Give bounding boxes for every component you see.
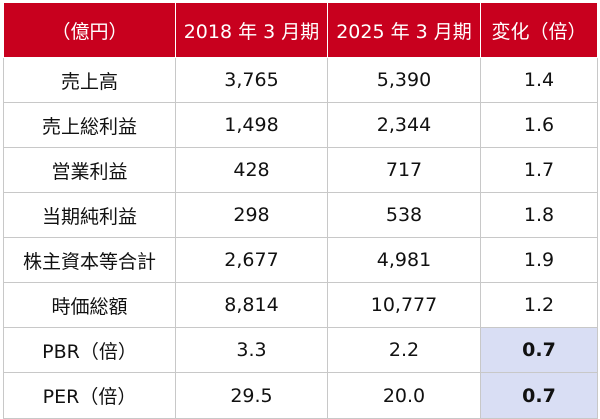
value-2018: 3,765 [175, 57, 328, 103]
value-2025: 538 [327, 192, 481, 238]
value-2018: 428 [175, 147, 328, 193]
value-2018: 3.3 [175, 327, 328, 373]
value-2018: 1,498 [175, 102, 328, 148]
header-fy2018: 2018 年 3 月期 [175, 2, 328, 58]
value-2025: 5,390 [327, 57, 481, 103]
value-2018: 29.5 [175, 372, 328, 419]
header-change: 変化（倍） [480, 2, 598, 58]
table-row: PER（倍） 29.5 20.0 0.7 [3, 372, 598, 419]
table-row: 売上総利益 1,498 2,344 1.6 [3, 102, 598, 148]
row-label: 営業利益 [3, 147, 176, 193]
value-2025: 4,981 [327, 237, 481, 283]
value-change: 1.2 [480, 282, 598, 328]
value-change-highlighted: 0.7 [480, 327, 598, 373]
value-2025: 717 [327, 147, 481, 193]
table-row: 売上高 3,765 5,390 1.4 [3, 57, 598, 103]
financial-comparison-table-container: （億円） 2018 年 3 月期 2025 年 3 月期 変化（倍） 売上高 3… [3, 2, 598, 419]
value-2018: 298 [175, 192, 328, 238]
row-label: 時価総額 [3, 282, 176, 328]
header-fy2025: 2025 年 3 月期 [327, 2, 481, 58]
table-row: 株主資本等合計 2,677 4,981 1.9 [3, 237, 598, 283]
value-change-highlighted: 0.7 [480, 372, 598, 419]
row-label: PBR（倍） [3, 327, 176, 373]
header-unit: （億円） [3, 2, 176, 58]
table-header-row: （億円） 2018 年 3 月期 2025 年 3 月期 変化（倍） [3, 2, 598, 58]
value-2025: 20.0 [327, 372, 481, 419]
row-label: 株主資本等合計 [3, 237, 176, 283]
value-2018: 8,814 [175, 282, 328, 328]
table-row: PBR（倍） 3.3 2.2 0.7 [3, 327, 598, 373]
row-label: PER（倍） [3, 372, 176, 419]
value-change: 1.6 [480, 102, 598, 148]
table-row: 時価総額 8,814 10,777 1.2 [3, 282, 598, 328]
value-2025: 2,344 [327, 102, 481, 148]
value-change: 1.9 [480, 237, 598, 283]
value-2025: 2.2 [327, 327, 481, 373]
value-change: 1.7 [480, 147, 598, 193]
row-label: 売上高 [3, 57, 176, 103]
value-change: 1.4 [480, 57, 598, 103]
financial-comparison-table: （億円） 2018 年 3 月期 2025 年 3 月期 変化（倍） 売上高 3… [3, 2, 598, 419]
table-row: 当期純利益 298 538 1.8 [3, 192, 598, 238]
table-row: 営業利益 428 717 1.7 [3, 147, 598, 193]
value-2018: 2,677 [175, 237, 328, 283]
value-2025: 10,777 [327, 282, 481, 328]
value-change: 1.8 [480, 192, 598, 238]
row-label: 売上総利益 [3, 102, 176, 148]
row-label: 当期純利益 [3, 192, 176, 238]
